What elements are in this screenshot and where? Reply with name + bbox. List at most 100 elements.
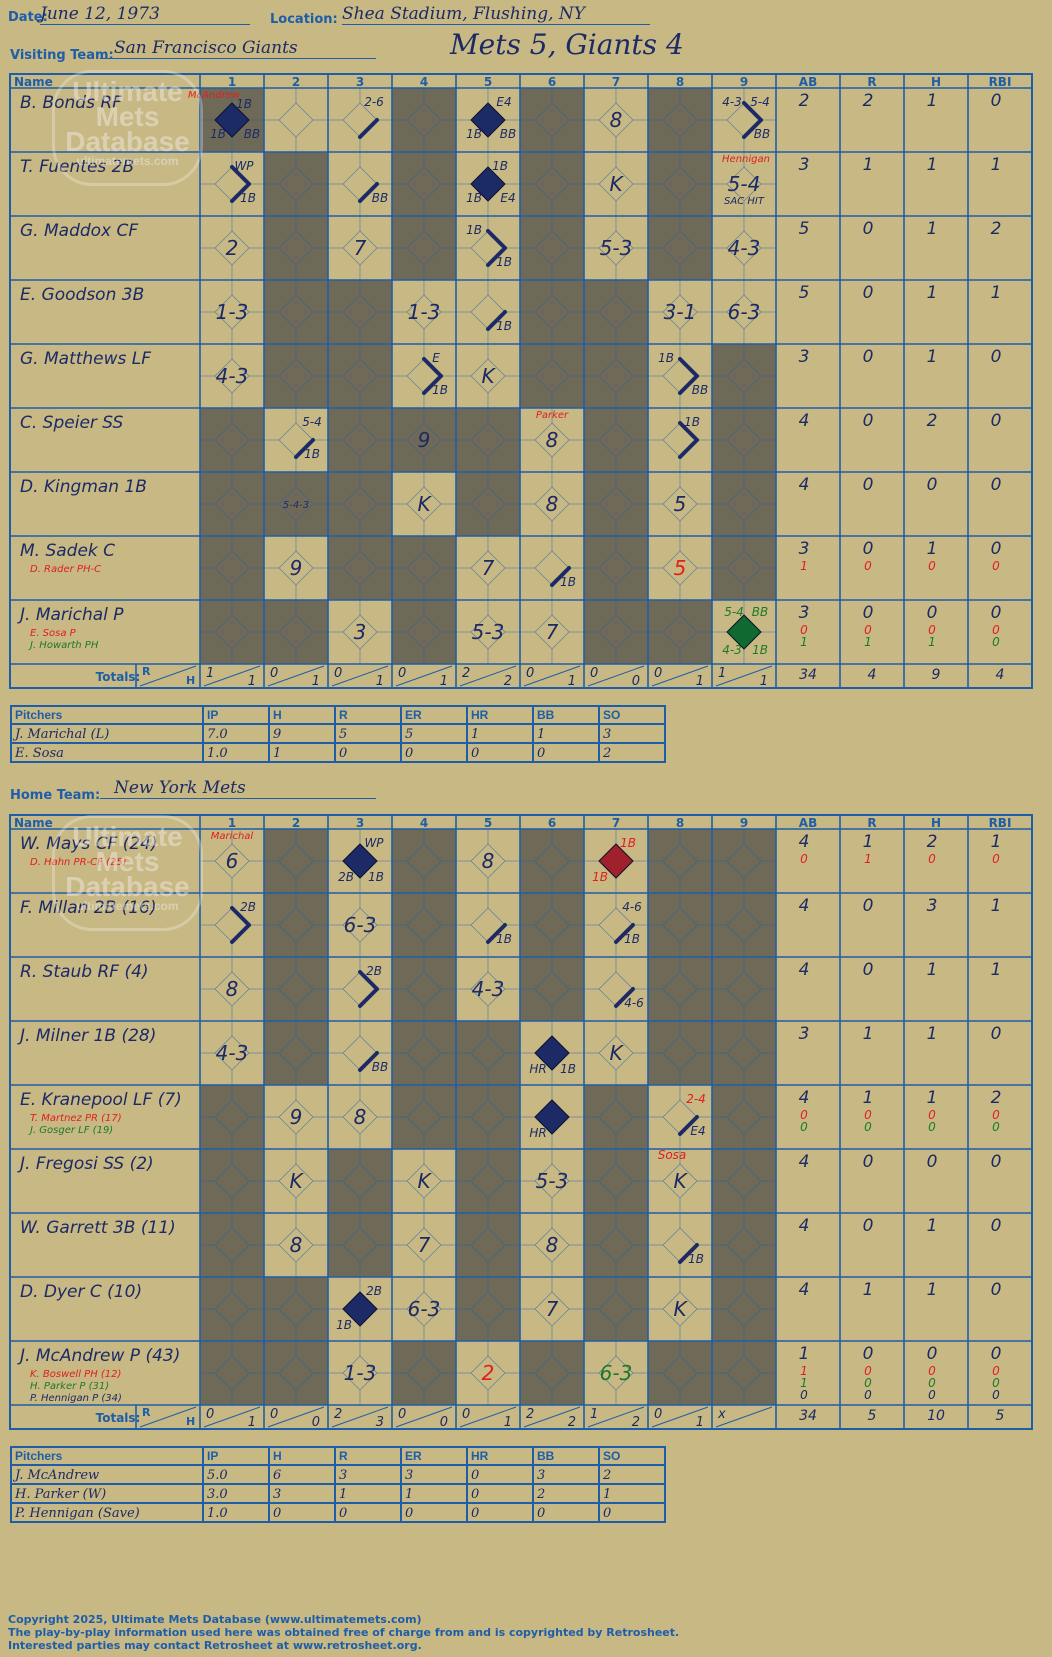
pitching-cell: 0: [400, 742, 468, 763]
batter-stat: 0: [863, 1216, 874, 1236]
batter-stat: 1: [991, 283, 1002, 303]
play-notation: 3: [354, 620, 367, 644]
batter-stat: 1: [927, 960, 938, 980]
play-notation: 6-3: [600, 1361, 633, 1385]
totals-slash: [459, 1406, 517, 1428]
batter-stat: 1: [800, 1364, 808, 1378]
inning-runs: x: [717, 1407, 726, 1422]
pitching-cell: 1: [400, 1483, 468, 1504]
inning-hits: 1: [248, 674, 256, 689]
inning-header: 2: [292, 75, 300, 89]
batter-stat: 0: [928, 1388, 936, 1402]
play-notation: Hennigan: [722, 154, 770, 165]
play-notation: 2: [482, 1361, 495, 1385]
base-path: [230, 923, 251, 944]
pitching-cell: J. McAndrew: [10, 1464, 204, 1485]
batter-stat: 0: [992, 623, 1000, 637]
batter-stat: 0: [928, 852, 936, 866]
stat-header: H: [931, 75, 941, 89]
play-notation: 2B: [240, 900, 256, 914]
play-notation: HR: [529, 1126, 546, 1140]
batter-stat: 0: [864, 559, 872, 573]
inning-header: 5: [484, 816, 492, 830]
inning-hits: 1: [568, 674, 576, 689]
batter-stat: 0: [927, 475, 938, 495]
play-notation: 4-3: [216, 1041, 249, 1065]
inning-runs: 0: [526, 666, 534, 681]
batter-stat: 0: [863, 539, 874, 559]
pitching-cell: 0: [466, 1483, 534, 1504]
play-notation: BB: [372, 191, 388, 205]
inning-runs: 0: [398, 1407, 406, 1422]
inning-header: 3: [356, 816, 364, 830]
total-stat: 34: [799, 1408, 817, 1424]
batter-stat: 3: [799, 155, 810, 175]
play-notation: 5-4: [724, 605, 744, 619]
batter-name: C. Speier SS: [20, 413, 123, 433]
pitching-cell: 3: [598, 723, 666, 744]
totals-label: Totals:: [96, 670, 141, 684]
play-notation: BB: [754, 127, 770, 141]
base-path: [358, 118, 379, 139]
visiting-team-label: Visiting Team:: [10, 48, 114, 63]
totals-slash: [203, 1406, 261, 1428]
play-notation: K: [673, 1297, 688, 1321]
play-notation: 1-3: [216, 300, 249, 324]
pitching-header-cell: Pitchers: [10, 705, 204, 725]
play-notation: 8: [546, 428, 559, 452]
play-notation: 1B: [624, 932, 640, 946]
run-scored-diamond: [214, 102, 250, 138]
inning-hits: 3: [376, 1415, 384, 1430]
inning-hits: 1: [696, 674, 704, 689]
batter-stat: 0: [927, 1152, 938, 1172]
play-notation: E4: [690, 1124, 705, 1138]
batter-stat: 1: [927, 1280, 938, 1300]
batter-stat: 1: [927, 1088, 938, 1108]
batter-stat: 0: [928, 559, 936, 573]
play-notation: 7: [354, 236, 367, 260]
run-scored-diamond: [598, 843, 634, 879]
batter-stat: 0: [992, 852, 1000, 866]
pitching-cell: 9: [268, 723, 336, 744]
batter-stat: 0: [991, 347, 1002, 367]
stat-header: RBI: [989, 75, 1012, 89]
stat-header: R: [867, 75, 876, 89]
play-notation: 4-3: [722, 643, 742, 657]
base-path: [422, 357, 443, 378]
play-notation: 1-3: [344, 1361, 377, 1385]
base-path: [614, 923, 635, 944]
batter-stat: 0: [863, 603, 874, 623]
pitching-cell: 3: [268, 1483, 336, 1504]
batter-name: G. Matthews LF: [20, 349, 151, 369]
pitching-row: J. McAndrew 5.0 6 3 3 0 3 2: [10, 1464, 666, 1485]
batter-stat: 4: [799, 1088, 810, 1108]
play-notation: 5-4-3: [283, 500, 309, 511]
pitching-cell: 2: [598, 742, 666, 763]
batter-stat: 2: [991, 1088, 1002, 1108]
inning-runs: 0: [654, 666, 662, 681]
totals-r-label: R: [142, 665, 151, 678]
base-path: [486, 246, 507, 267]
inning-header: 6: [548, 75, 556, 89]
stat-header: AB: [799, 816, 817, 830]
batter-stat: 4: [799, 411, 810, 431]
play-notation: 1B: [466, 191, 482, 205]
inning-header: 4: [420, 816, 428, 830]
play-notation: 8: [354, 1105, 367, 1129]
batter-stat: 3: [927, 896, 938, 916]
batter-name: D. Kingman 1B: [20, 477, 147, 497]
play-notation: BB: [244, 127, 260, 141]
pitching-cell: H. Parker (W): [10, 1483, 204, 1504]
base-path: [486, 229, 507, 250]
pitching-cell: 3: [334, 1464, 402, 1485]
pitching-header-cell: BB: [532, 705, 600, 725]
inning-hits: 1: [312, 674, 320, 689]
batter-stat: 5: [799, 219, 810, 239]
play-notation: McAndrew: [188, 90, 241, 101]
batter-name: J. Marichal P: [17, 605, 124, 625]
totals-slash: [395, 665, 453, 687]
pitching-header-cell: ER: [400, 1446, 468, 1466]
batter-stat: 0: [991, 539, 1002, 559]
pitching-cell: 5.0: [202, 1464, 270, 1485]
